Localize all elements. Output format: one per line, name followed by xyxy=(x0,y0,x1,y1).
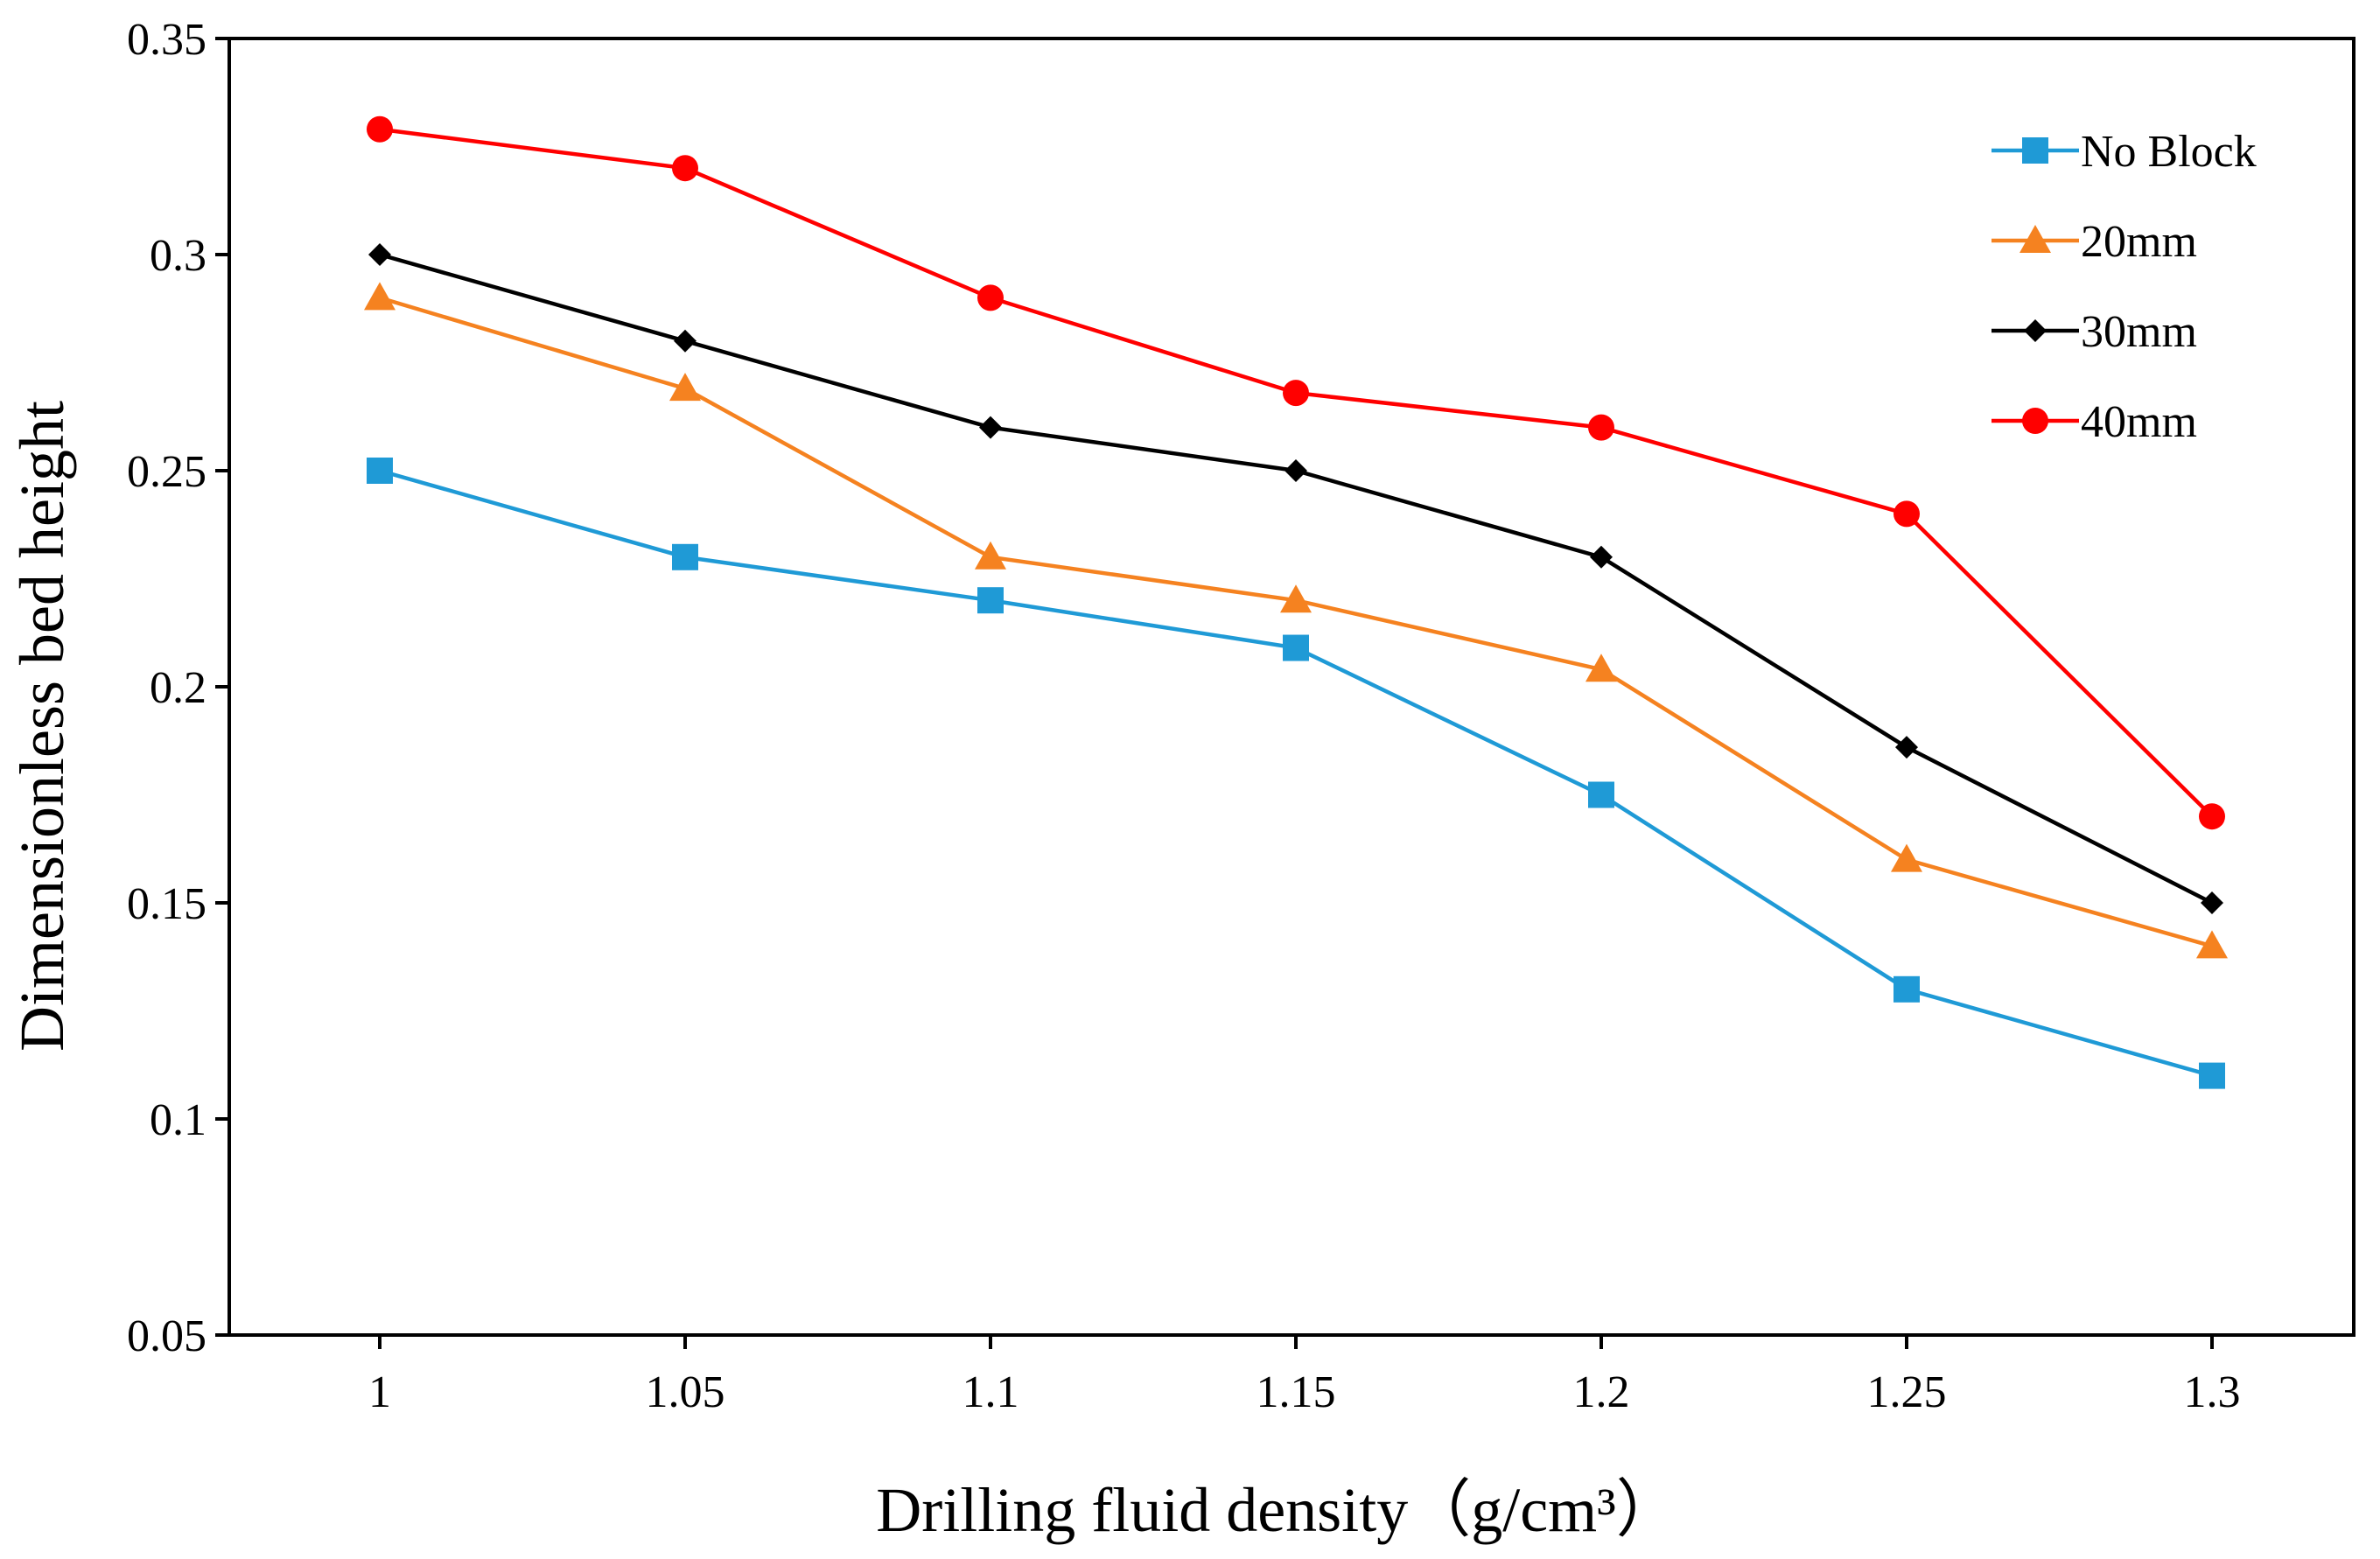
x-tick-label: 1.15 xyxy=(1256,1367,1336,1417)
data-point-30mm xyxy=(1895,736,1918,759)
x-tick-label: 1.05 xyxy=(646,1367,725,1417)
data-point-no-block xyxy=(1588,781,1614,808)
data-point-no-block xyxy=(1894,975,1920,1003)
legend-marker-20mm xyxy=(2020,225,2051,253)
x-tick-label: 1.3 xyxy=(2184,1367,2241,1417)
series-20mm xyxy=(364,282,2228,959)
series-30mm xyxy=(368,243,2223,914)
series-line-no-block xyxy=(379,468,2213,1078)
data-point-no-block xyxy=(977,587,1004,614)
x-tick-label: 1.1 xyxy=(962,1367,1019,1417)
data-point-40mm xyxy=(2199,803,2225,830)
data-point-40mm xyxy=(1894,500,1920,528)
legend-label-40mm: 40mm xyxy=(2081,397,2197,447)
y-axis-label: Dimensionless bed height xyxy=(7,401,77,1052)
x-tick-label: 1.25 xyxy=(1867,1367,1947,1417)
legend-label-20mm: 20mm xyxy=(2081,217,2197,267)
data-point-no-block xyxy=(2199,1062,2225,1089)
data-point-40mm xyxy=(672,155,698,182)
legend-marker-30mm xyxy=(2024,319,2047,342)
data-point-30mm xyxy=(2201,891,2223,914)
data-point-40mm xyxy=(1588,414,1614,441)
data-point-20mm xyxy=(1891,843,1922,872)
data-point-40mm xyxy=(367,115,393,143)
data-point-20mm xyxy=(364,282,396,311)
series-no-block xyxy=(367,458,2225,1089)
x-tick-label: 1.2 xyxy=(1573,1367,1630,1417)
x-axis-ticks: 1 1.05 1.1 1.15 1.2 1.25 1.3 xyxy=(368,1335,2241,1417)
data-point-30mm xyxy=(1284,459,1307,482)
y-tick-label: 0.25 xyxy=(127,447,206,497)
y-axis-ticks: 0.05 0.1 0.15 0.2 0.25 0.3 0.35 xyxy=(127,15,229,1361)
data-point-20mm xyxy=(669,373,701,402)
y-tick-label: 0.3 xyxy=(150,231,206,281)
legend-label-no-block: No Block xyxy=(2081,127,2257,177)
data-point-40mm xyxy=(1283,380,1309,407)
data-point-30mm xyxy=(368,243,391,266)
series-layer xyxy=(364,115,2228,1089)
y-tick-label: 0.15 xyxy=(127,879,206,929)
data-point-40mm xyxy=(977,284,1004,311)
data-point-20mm xyxy=(1586,654,1617,682)
legend-marker-no-block xyxy=(2022,137,2048,164)
y-tick-label: 0.05 xyxy=(127,1311,206,1361)
data-point-30mm xyxy=(674,329,696,353)
data-point-20mm xyxy=(975,541,1006,570)
y-tick-label: 0.35 xyxy=(127,15,206,65)
data-point-20mm xyxy=(1280,584,1312,613)
legend: No Block 20mm 30mm 40mm xyxy=(1992,127,2257,447)
x-tick-label: 1 xyxy=(368,1367,391,1417)
series-40mm xyxy=(367,115,2225,830)
y-tick-label: 0.2 xyxy=(150,663,206,713)
data-point-no-block xyxy=(672,543,698,570)
data-point-20mm xyxy=(2196,930,2228,959)
data-point-no-block xyxy=(1283,634,1309,661)
data-point-30mm xyxy=(1590,545,1613,569)
data-point-no-block xyxy=(367,458,393,484)
y-tick-label: 0.1 xyxy=(150,1095,206,1145)
legend-label-30mm: 30mm xyxy=(2081,307,2197,357)
legend-marker-40mm xyxy=(2022,408,2048,434)
x-axis-label: Drilling fluid density（g/cm³） xyxy=(876,1475,1679,1545)
data-point-30mm xyxy=(979,416,1002,439)
series-line-30mm xyxy=(379,252,2214,905)
